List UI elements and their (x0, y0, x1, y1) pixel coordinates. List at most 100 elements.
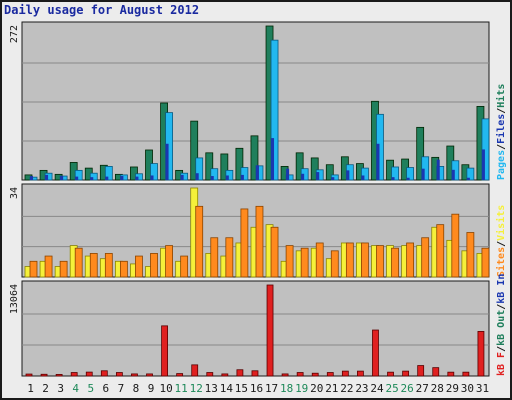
bar-hits (250, 135, 259, 181)
bar-files (165, 143, 169, 180)
bar-files (135, 176, 139, 180)
bar-files (391, 177, 395, 180)
bar-files (180, 174, 184, 180)
x-tick-label: 26 (401, 382, 414, 395)
bar-kbf (85, 371, 93, 377)
bar-pages (104, 166, 113, 181)
bar-kbf (357, 370, 364, 377)
x-tick-label: 7 (118, 382, 125, 395)
legend-entry: kB In (496, 274, 507, 304)
bar-files (225, 175, 229, 180)
bar-sites (195, 205, 204, 278)
bar-kbf (281, 373, 289, 377)
bar-sites (466, 232, 475, 278)
panel-kbytes-background (21, 280, 490, 377)
bar-kbf (100, 370, 108, 377)
bar-kbf (477, 331, 485, 377)
legend-entry: / (496, 304, 507, 310)
bar-files (316, 172, 320, 180)
bar-files (120, 176, 124, 180)
x-tick-label: 5 (87, 382, 94, 395)
bar-sites (330, 250, 339, 278)
bar-files (376, 143, 380, 180)
bar-kbf (55, 373, 63, 377)
bar-pages (195, 157, 204, 181)
bar-kbf (40, 373, 48, 377)
x-tick-label: 27 (416, 382, 429, 395)
bar-files (436, 159, 440, 180)
y-max-label: 34 (9, 187, 20, 199)
bar-hits (220, 153, 229, 181)
bar-hits (235, 147, 244, 181)
bar-kbf (266, 284, 274, 377)
bar-kbf (372, 329, 379, 377)
x-tick-label: 14 (220, 382, 234, 395)
bar-hits (205, 152, 214, 181)
bar-kbf (432, 367, 440, 377)
legend-entry: / (496, 144, 507, 150)
bar-files (30, 176, 33, 180)
bar-hits (325, 164, 334, 181)
bar-kbf (70, 372, 78, 377)
x-tick-label: 15 (235, 382, 248, 395)
bar-sites (59, 260, 68, 278)
bar-hits (190, 120, 199, 181)
legend: Sites/Visits (495, 205, 507, 277)
bar-sites (391, 247, 399, 278)
x-tick-label: 23 (355, 382, 368, 395)
x-tick-label: 29 (446, 382, 459, 395)
bar-kbf (296, 372, 304, 377)
bar-sites (436, 224, 445, 278)
bar-kbf (131, 373, 138, 377)
bar-sites (240, 208, 249, 278)
bar-pages (421, 156, 430, 181)
bar-kbf (251, 370, 259, 377)
x-tick-label: 25 (385, 382, 398, 395)
bar-files (210, 176, 214, 180)
bar-files (421, 168, 425, 180)
bar-hits (295, 152, 304, 181)
chart-title: Daily usage for August 2012 (4, 3, 200, 17)
bar-sites (29, 260, 38, 278)
bar-sites (451, 213, 460, 278)
bar-kbf (462, 371, 470, 377)
bar-files (406, 177, 410, 180)
bar-kbf (311, 372, 319, 377)
x-tick-label: 22 (340, 382, 353, 395)
x-tick-label: 9 (148, 382, 155, 395)
x-tick-label: 17 (265, 382, 278, 395)
bar-kbf (236, 369, 244, 377)
bar-kbf (176, 373, 184, 377)
bar-pages (210, 168, 219, 181)
bar-kbf (191, 364, 199, 377)
legend-entry: kB Out (496, 310, 507, 346)
bar-sites (315, 242, 324, 278)
bar-pages (466, 167, 475, 181)
legend-entry: Visits (495, 205, 507, 241)
legend-entry: kB F (496, 352, 507, 376)
x-tick-label: 3 (57, 382, 64, 395)
x-tick-label: 16 (250, 382, 263, 395)
bar-pages (240, 167, 249, 181)
legend-entry: / (496, 346, 507, 352)
bar-files (331, 177, 335, 180)
bar-files (150, 175, 154, 180)
y-max-label: 272 (9, 25, 20, 43)
bar-kbf (115, 372, 123, 377)
bar-kbf (402, 370, 410, 377)
legend: Pages/Files/Hits (495, 84, 507, 180)
bar-pages (225, 169, 234, 181)
bar-files (286, 168, 290, 180)
bar-files (481, 149, 485, 180)
bar-sites (210, 237, 219, 278)
bar-sites (285, 245, 294, 278)
bar-sites (104, 253, 113, 278)
x-tick-label: 13 (205, 382, 218, 395)
bar-kbf (206, 372, 214, 377)
bar-sites (180, 255, 189, 278)
x-tick-label: 10 (159, 382, 172, 395)
bar-sites (150, 253, 158, 278)
x-tick-label: 21 (325, 382, 338, 395)
bar-kbf (417, 365, 425, 377)
y-max-label: 13064 (9, 284, 20, 314)
